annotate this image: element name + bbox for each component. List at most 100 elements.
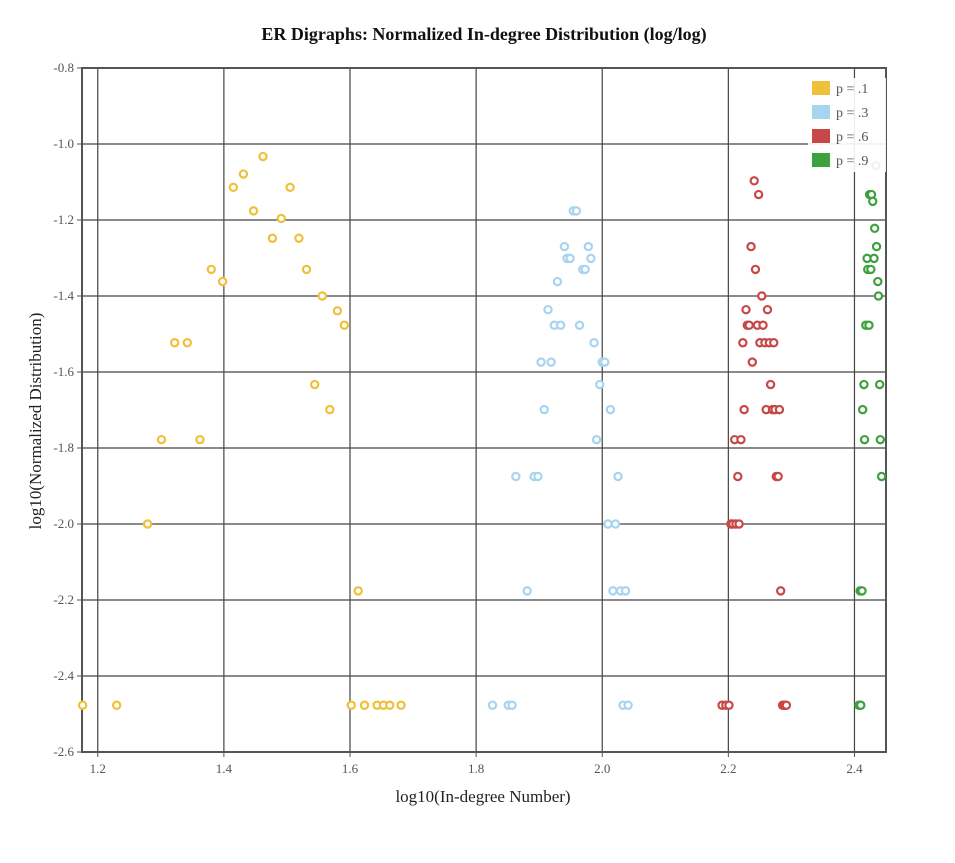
data-points — [77, 151, 887, 710]
plot-frame — [81, 67, 887, 753]
y-tick-label: -2.4 — [53, 668, 74, 683]
x-tick-label: 1.6 — [342, 761, 359, 776]
data-point — [346, 700, 356, 710]
data-point — [536, 357, 546, 367]
data-point — [869, 253, 879, 264]
data-point — [749, 176, 759, 186]
legend-label: p = .9 — [836, 154, 868, 169]
data-point — [565, 253, 575, 264]
data-point — [571, 206, 582, 216]
series-p-1 — [77, 151, 406, 710]
data-point — [600, 357, 610, 367]
y-tick-label: -1.8 — [53, 440, 74, 455]
data-point — [765, 379, 776, 390]
data-point — [738, 338, 748, 348]
data-point — [522, 586, 532, 596]
data-point — [228, 182, 239, 193]
legend-swatch — [812, 153, 830, 167]
data-point — [871, 241, 882, 252]
data-point — [873, 291, 884, 301]
series-p-6 — [717, 176, 792, 710]
legend-swatch — [812, 81, 830, 95]
data-point — [733, 471, 743, 482]
data-point — [507, 700, 517, 710]
data-point — [339, 320, 350, 330]
data-point — [753, 189, 764, 200]
data-point — [353, 586, 363, 596]
data-point — [623, 700, 633, 710]
data-point — [774, 404, 785, 415]
data-point — [325, 404, 335, 415]
data-point — [511, 471, 521, 482]
data-point — [610, 519, 621, 529]
legend-label: p = .1 — [836, 82, 868, 97]
legend: p = .1 p = .3 p = .6 p = .9 — [808, 78, 886, 172]
data-point — [156, 434, 167, 445]
y-tick-label: -2.2 — [53, 592, 74, 607]
data-point — [552, 276, 563, 287]
data-point — [169, 338, 180, 348]
x-tick-label: 1.8 — [468, 761, 484, 776]
data-point — [613, 471, 623, 482]
data-point — [758, 320, 768, 330]
data-point — [856, 700, 866, 710]
data-point — [580, 264, 590, 275]
y-tick-label: -2.6 — [53, 744, 74, 759]
data-point — [775, 586, 786, 596]
data-point — [724, 700, 734, 710]
legend-label: p = .6 — [836, 130, 868, 145]
data-point — [359, 700, 370, 710]
data-point — [276, 213, 286, 224]
data-point — [864, 320, 874, 330]
series-p-9 — [854, 160, 887, 710]
x-axis-label: log10(In-degree Number) — [395, 787, 570, 806]
y-tick-label: -2.0 — [53, 516, 74, 531]
data-point — [859, 434, 870, 445]
data-point — [301, 264, 312, 275]
data-point — [332, 306, 343, 316]
data-point — [385, 700, 395, 710]
data-point — [77, 700, 88, 710]
data-point — [317, 291, 327, 301]
x-tick-label: 1.4 — [216, 761, 233, 776]
data-point — [248, 206, 259, 216]
x-tick-label: 1.2 — [90, 761, 106, 776]
data-point — [741, 304, 751, 315]
data-point — [589, 338, 599, 348]
data-point — [595, 379, 605, 390]
data-point — [739, 404, 749, 415]
data-point — [603, 519, 613, 529]
data-point — [866, 264, 876, 275]
data-point — [396, 700, 406, 710]
data-point — [736, 434, 746, 445]
data-point — [869, 223, 880, 234]
x-tick-label: 2.4 — [846, 761, 863, 776]
x-tick-label: 2.2 — [720, 761, 736, 776]
data-point — [620, 586, 631, 596]
data-point — [586, 253, 596, 264]
data-point — [267, 233, 278, 243]
data-point — [734, 519, 744, 529]
data-point — [773, 471, 783, 482]
data-point — [757, 291, 767, 301]
data-point — [294, 233, 304, 243]
legend-swatch — [812, 129, 830, 143]
y-tick-label: -0.8 — [53, 60, 74, 75]
data-point — [574, 320, 585, 330]
data-point — [874, 379, 885, 390]
series-p-3 — [487, 206, 633, 710]
data-point — [605, 404, 616, 415]
data-point — [873, 276, 883, 287]
y-tick-label: -1.2 — [53, 212, 74, 227]
y-tick-label: -1.6 — [53, 364, 74, 379]
data-point — [868, 196, 878, 207]
data-point — [744, 320, 754, 330]
legend-label: p = .3 — [836, 106, 868, 121]
data-point — [258, 151, 268, 162]
data-point — [769, 338, 779, 348]
data-point — [559, 241, 570, 252]
tick-labels: 1.2 1.4 1.6 1.8 2.0 2.2 2.4 -0.8 -1.0 -1.2 -1.4 -1.… — [53, 60, 863, 776]
data-point — [876, 471, 887, 482]
data-point — [142, 519, 153, 529]
